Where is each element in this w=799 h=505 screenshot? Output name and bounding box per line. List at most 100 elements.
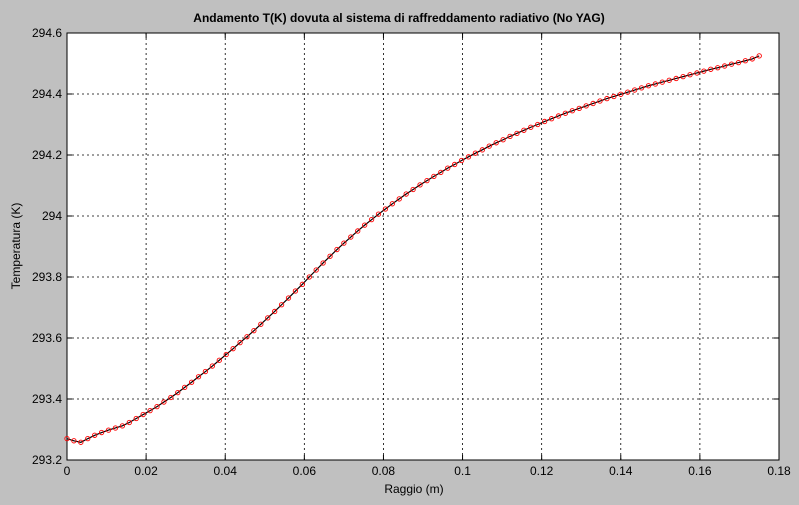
- data-point: [306, 274, 312, 280]
- x-axis-label: Raggio (m): [384, 482, 443, 496]
- data-point: [147, 407, 153, 414]
- x-tick-label: 0.1: [454, 464, 471, 478]
- y-tick-label: 294.2: [32, 148, 62, 162]
- data-point: [375, 211, 382, 217]
- x-tick-label: 0.02: [134, 464, 158, 478]
- data-point: [701, 68, 707, 74]
- data-point: [278, 302, 285, 308]
- data-point: [514, 130, 520, 136]
- data-point: [92, 432, 98, 438]
- data-point: [715, 65, 721, 71]
- data-point: [535, 121, 541, 128]
- y-tick-label: 293.8: [32, 270, 62, 284]
- y-tick-labels: 293.2 293.4 293.6 293.8 294 294.2 294.4 294.6: [32, 26, 62, 467]
- data-point: [597, 98, 603, 104]
- data-point: [652, 81, 659, 87]
- grid: [67, 33, 779, 460]
- data-point: [382, 206, 389, 212]
- plot-area: [67, 33, 779, 460]
- data-point: [417, 182, 423, 188]
- data-point: [638, 85, 645, 91]
- data-point: [188, 379, 195, 385]
- data-point: [126, 419, 132, 426]
- data-point: [479, 147, 485, 153]
- data-point: [721, 63, 728, 69]
- data-point: [251, 328, 257, 334]
- data-point: [541, 118, 548, 125]
- data-point: [590, 100, 596, 107]
- data-point: [749, 56, 755, 62]
- data-point: [64, 435, 70, 442]
- data-point: [209, 363, 216, 369]
- data-point: [362, 222, 368, 228]
- data-point: [458, 157, 465, 164]
- data-point: [521, 127, 527, 133]
- data-point: [327, 253, 333, 259]
- x-tick-label: 0.06: [293, 464, 317, 478]
- data-point: [583, 103, 589, 109]
- data-point: [528, 124, 534, 130]
- data-point: [195, 374, 202, 380]
- data-point: [431, 173, 437, 180]
- y-tick-label: 293.4: [32, 392, 62, 406]
- x-tick-labels: 0 0.02 0.04 0.06 0.08 0.1 0.12 0.14 0.16 0.18: [64, 464, 791, 478]
- data-point: [119, 423, 126, 429]
- data-point: [735, 59, 742, 66]
- data-point: [438, 169, 444, 176]
- data-point: [645, 83, 652, 89]
- data-point: [708, 66, 714, 72]
- data-point: [445, 165, 451, 171]
- data-point: [424, 177, 430, 184]
- data-point: [98, 429, 105, 436]
- data-point: [673, 75, 679, 82]
- data-point: [258, 321, 264, 327]
- x-tick-label: 0.14: [609, 464, 633, 478]
- data-point: [313, 267, 319, 273]
- data-point: [694, 70, 700, 76]
- axis-ticks: [66, 32, 780, 461]
- data-point: [472, 150, 479, 156]
- y-tick-label: 293.6: [32, 331, 62, 345]
- data-point: [410, 186, 416, 193]
- x-tick-label: 0.16: [688, 464, 712, 478]
- x-tick-label: 0.18: [767, 464, 791, 478]
- data-point: [486, 143, 492, 149]
- data-point: [161, 399, 167, 405]
- data-point: [604, 95, 610, 102]
- data-point: [389, 201, 395, 207]
- data-point: [728, 61, 735, 67]
- data-point: [175, 389, 181, 396]
- data-point: [451, 161, 458, 168]
- data-point: [396, 196, 402, 202]
- data-point: [133, 415, 139, 422]
- data-point: [244, 334, 250, 340]
- x-tick-label: 0.08: [372, 464, 396, 478]
- y-axis-label: Temperatura (K): [9, 203, 23, 290]
- data-point: [625, 89, 631, 95]
- data-point: [618, 91, 624, 97]
- data-point: [71, 438, 77, 444]
- data-point: [659, 79, 665, 85]
- data-point: [216, 357, 222, 363]
- data-point: [78, 439, 84, 445]
- data-point: [154, 403, 160, 410]
- data-point: [500, 137, 506, 143]
- data-point: [368, 217, 375, 223]
- data-point: [631, 87, 638, 93]
- data-point: [334, 246, 340, 253]
- data-point: [105, 427, 112, 433]
- x-tick-label: 0: [64, 464, 71, 478]
- x-tick-label: 0.04: [214, 464, 238, 478]
- chart-title: Andamento T(K) dovuta al sistema di raff…: [193, 11, 604, 25]
- data-point: [680, 73, 686, 80]
- data-point: [355, 228, 361, 234]
- data-markers: [64, 53, 762, 445]
- y-tick-label: 293.2: [32, 453, 62, 467]
- data-point: [202, 368, 209, 375]
- x-tick-label: 0.12: [530, 464, 554, 478]
- plot-frame: [66, 32, 780, 461]
- data-point: [493, 140, 499, 146]
- data-point: [299, 281, 306, 287]
- data-point: [687, 72, 693, 78]
